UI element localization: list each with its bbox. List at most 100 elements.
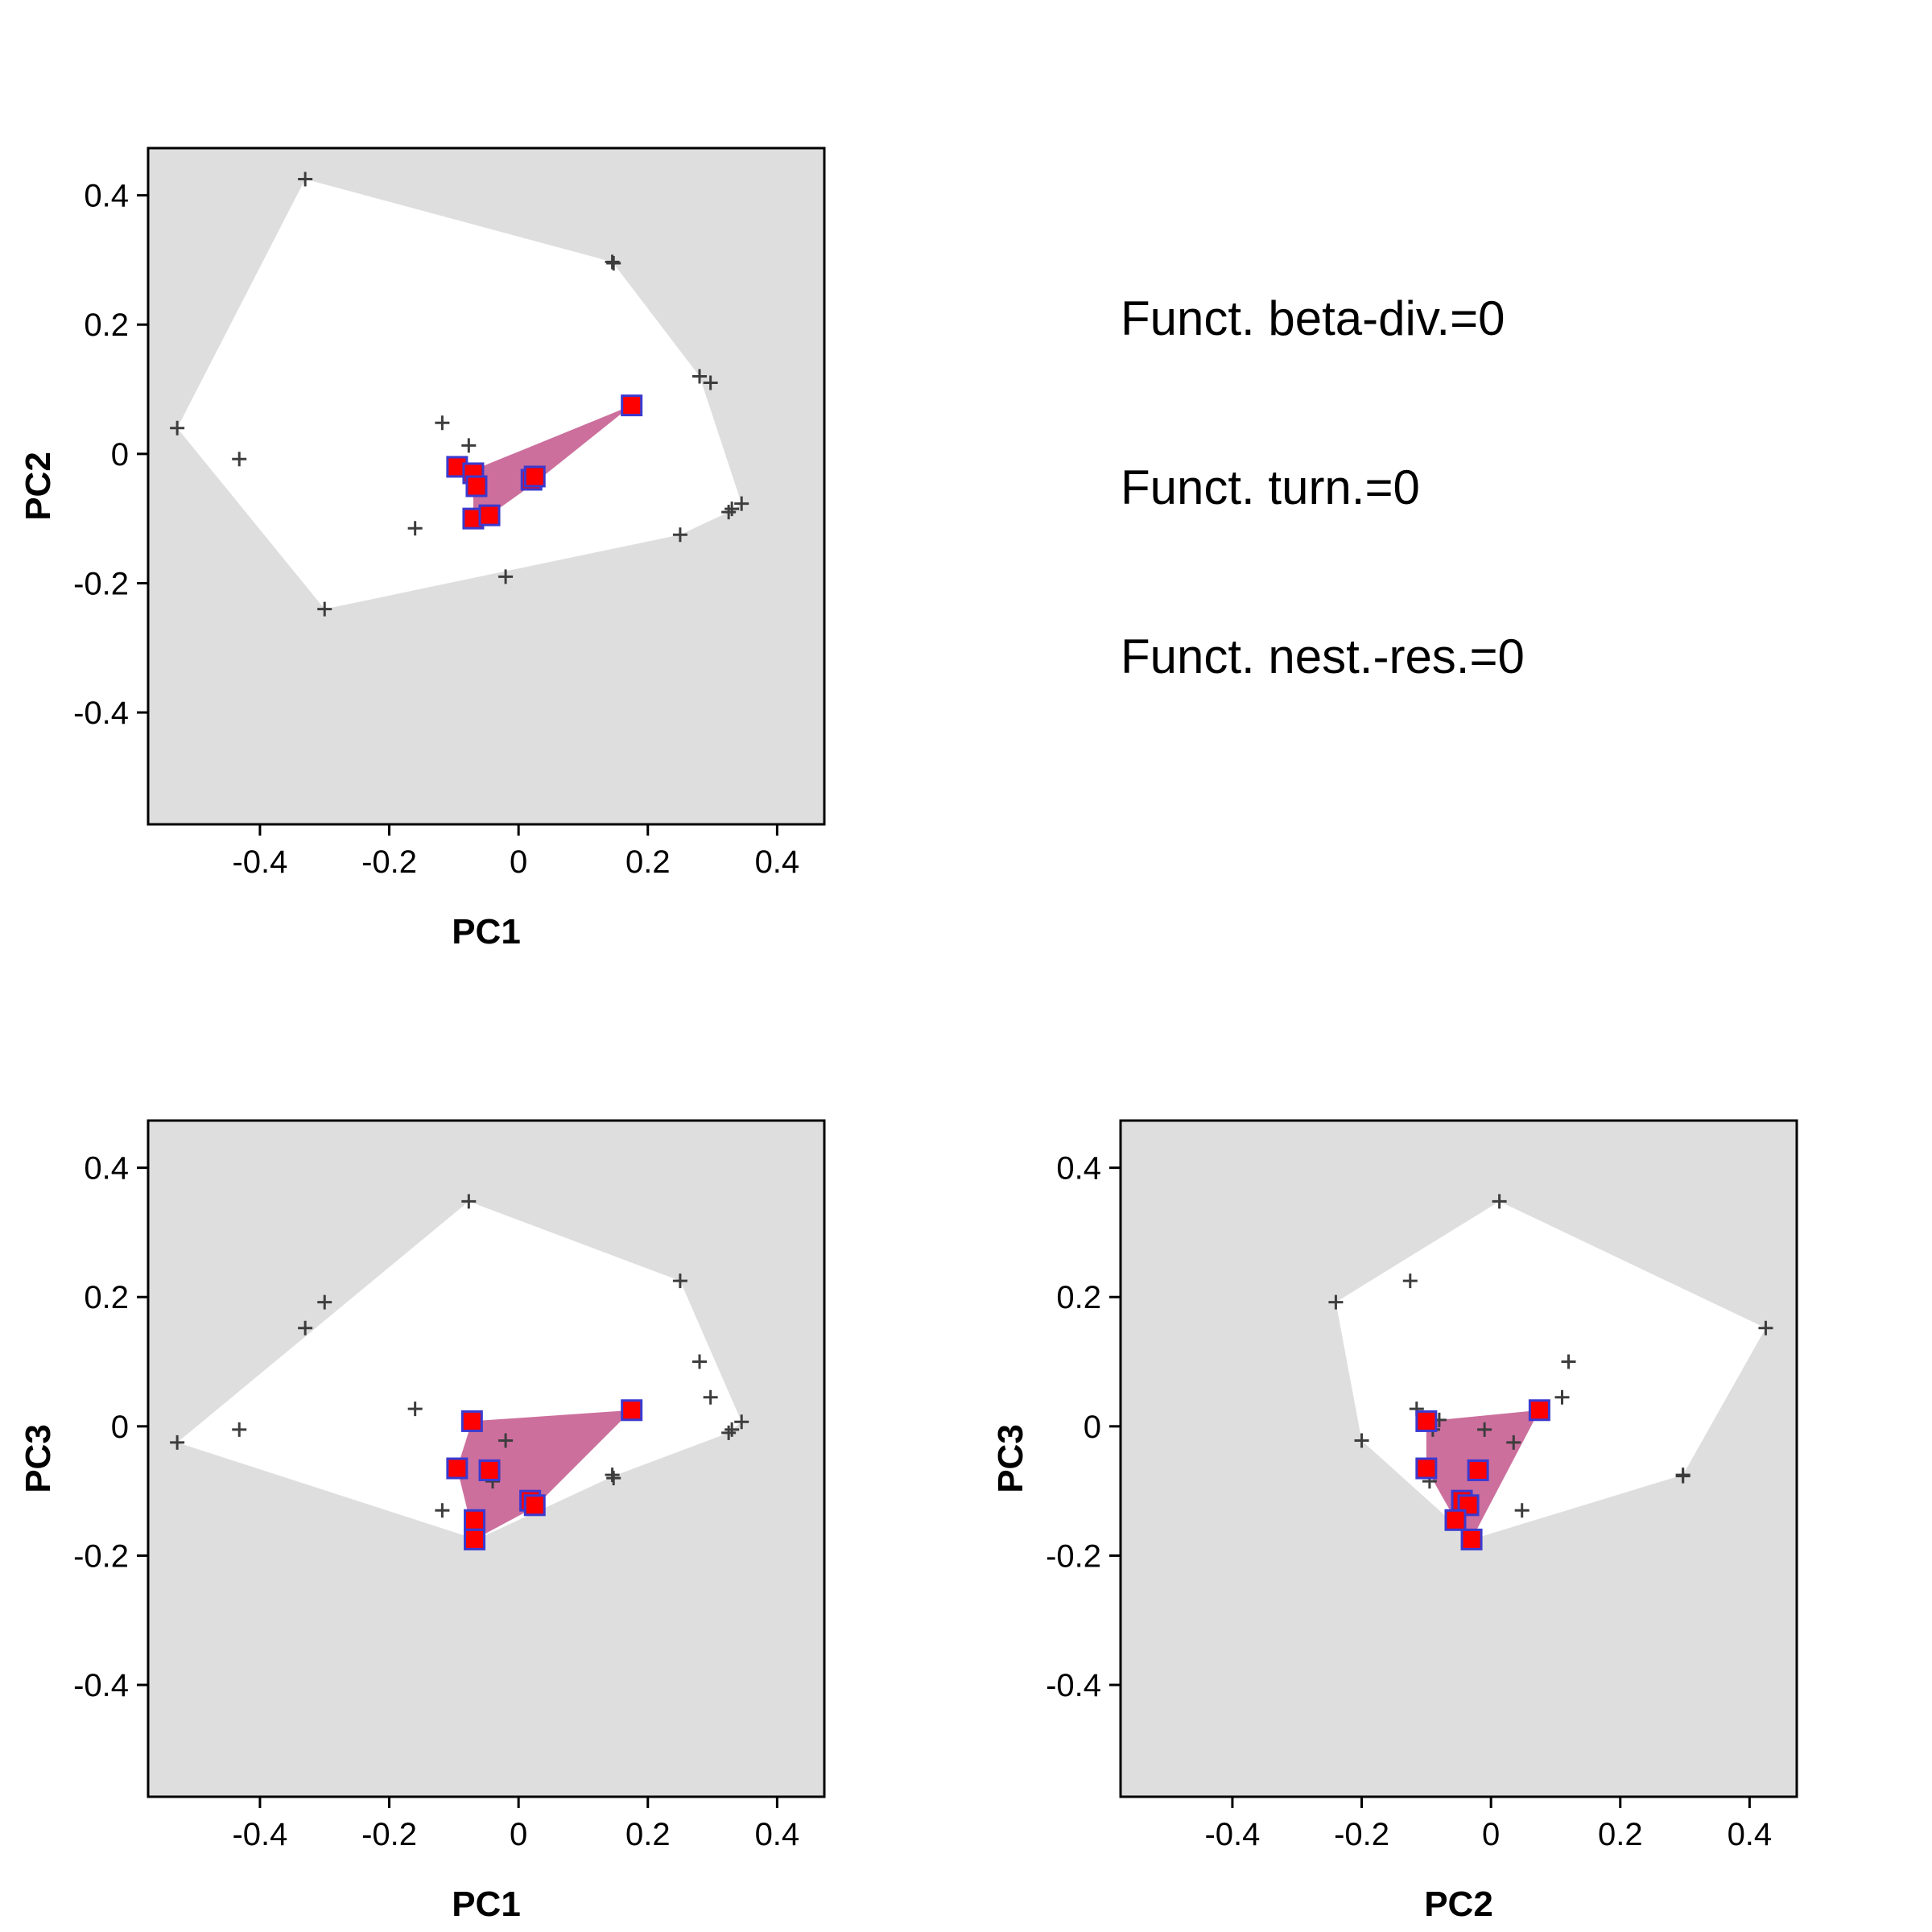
species-point: [721, 1425, 737, 1440]
community-species-point: [464, 1528, 486, 1550]
stat-beta-div: Funct. beta-div.=0: [1121, 291, 1505, 345]
species-point: [461, 1194, 477, 1209]
x-tick-label: 0: [510, 1817, 527, 1852]
species-point: [692, 1354, 708, 1369]
species-point: [317, 601, 332, 617]
y-axis-title: PC3: [19, 1424, 58, 1493]
x-tick-label: -0.2: [361, 844, 417, 880]
y-tick-label: 0: [111, 1410, 129, 1445]
species-point: [232, 1422, 247, 1437]
species-point: [498, 1433, 514, 1448]
species-point: [1514, 1503, 1530, 1518]
x-axis-title: PC1: [452, 1885, 521, 1924]
y-tick-label: 0.4: [84, 179, 129, 214]
species-point: [1758, 1320, 1773, 1335]
species-point: [1675, 1468, 1690, 1484]
community-species-point: [1528, 1399, 1550, 1422]
community-species-point: [1467, 1459, 1489, 1481]
x-axis-title: PC1: [452, 912, 521, 952]
y-tick-label: 0: [111, 437, 129, 473]
species-point: [605, 1468, 620, 1483]
community-species-point: [1415, 1457, 1438, 1480]
panel-pc2-pc3: -0.4 -0.2 0 0.2 0.4 0.4 0.2 0 -0.2 -0.4 PC2 PC3: [991, 1119, 1798, 1924]
species-point: [703, 375, 718, 390]
species-point: [672, 1274, 687, 1289]
community-species-point: [1444, 1509, 1467, 1531]
community-convex-hull: [456, 1410, 632, 1540]
y-tick-label: 0.2: [84, 1280, 129, 1315]
stats-panel: Funct. beta-div.=0 Funct. turn.=0 Funct.…: [1121, 291, 1525, 683]
species-point: [1354, 1433, 1369, 1448]
x-tick-label: 0: [1482, 1817, 1500, 1852]
community-species-point: [446, 456, 469, 478]
species-point: [606, 255, 621, 270]
y-tick-label: -0.4: [1046, 1668, 1101, 1703]
x-tick-label: -0.4: [232, 1817, 287, 1852]
community-species-point: [621, 394, 643, 417]
x-tick-label: 0.2: [625, 1817, 671, 1852]
species-point: [317, 1294, 332, 1310]
y-tick-label: 0.2: [84, 308, 129, 343]
x-tick-label: -0.2: [1334, 1817, 1389, 1852]
y-tick-label: -0.2: [1046, 1538, 1101, 1574]
species-point: [672, 527, 687, 543]
species-point: [1506, 1435, 1521, 1450]
community-species-point: [478, 1459, 501, 1481]
species-point: [1328, 1294, 1344, 1310]
community-species-point: [446, 1457, 469, 1480]
species-point: [298, 1320, 313, 1335]
species-point: [606, 1471, 621, 1486]
species-point: [407, 521, 423, 536]
y-tick-label: -0.4: [73, 1668, 129, 1703]
y-tick-label: -0.4: [73, 696, 129, 731]
x-tick-label: -0.4: [1204, 1817, 1260, 1852]
community-species-point: [478, 504, 501, 526]
species-point: [692, 369, 708, 384]
community-species-point: [464, 1509, 486, 1531]
x-tick-label: -0.4: [232, 844, 287, 880]
y-tick-label: -0.2: [73, 1538, 129, 1574]
species-point: [703, 1389, 718, 1405]
species-point: [170, 1435, 185, 1450]
species-point: [461, 438, 477, 453]
x-tick-label: 0.2: [1598, 1817, 1643, 1852]
species-point: [605, 254, 620, 270]
community-species-point: [1415, 1410, 1438, 1432]
y-tick-label: 0: [1084, 1410, 1101, 1445]
community-species-point: [1460, 1528, 1483, 1550]
species-point: [232, 452, 247, 467]
community-species-point: [460, 1410, 483, 1432]
panel-pc1-pc2: -0.4 -0.2 0 0.2 0.4 0.4 0.2 0 -0.2 -0.4 PC1 PC2: [19, 147, 826, 952]
species-point: [734, 1414, 749, 1430]
species-point: [407, 1402, 423, 1417]
species-point: [1477, 1422, 1492, 1437]
y-tick-label: 0.4: [84, 1151, 129, 1187]
x-axis-title: PC2: [1424, 1885, 1493, 1924]
y-tick-label: 0.2: [1056, 1280, 1101, 1315]
x-tick-label: -0.2: [361, 1817, 417, 1852]
y-tick-label: 0.4: [1056, 1151, 1101, 1187]
species-point: [435, 1503, 450, 1518]
community-species-point: [621, 1399, 643, 1422]
x-tick-label: 0: [510, 844, 527, 880]
community-convex-hull: [473, 405, 632, 519]
species-point: [170, 420, 185, 436]
y-axis-title: PC3: [991, 1424, 1030, 1493]
species-point: [1402, 1274, 1418, 1289]
species-point: [435, 415, 450, 431]
species-point: [298, 171, 313, 187]
community-species-point: [523, 465, 546, 488]
species-point: [1554, 1389, 1570, 1405]
x-tick-label: 0.4: [755, 844, 800, 880]
stat-turnover: Funct. turn.=0: [1121, 460, 1420, 514]
stat-nestedness: Funct. nest.-res.=0: [1121, 630, 1525, 683]
community-species-point: [465, 475, 488, 497]
species-point: [1561, 1354, 1576, 1369]
y-axis-title: PC2: [19, 452, 58, 521]
x-tick-label: 0.4: [1728, 1817, 1773, 1852]
species-point: [1492, 1194, 1507, 1209]
panel-pc1-pc3: -0.4 -0.2 0 0.2 0.4 0.4 0.2 0 -0.2 -0.4 PC1 PC3: [19, 1119, 826, 1924]
x-tick-label: 0.2: [625, 844, 671, 880]
community-species-point: [523, 1494, 546, 1517]
